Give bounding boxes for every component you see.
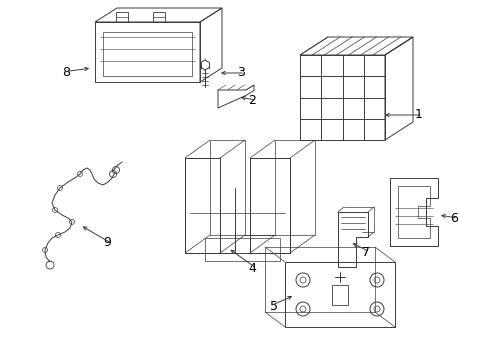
Text: 2: 2 <box>247 94 255 107</box>
Text: 8: 8 <box>62 66 70 78</box>
Text: 4: 4 <box>247 261 255 274</box>
Text: 6: 6 <box>449 211 457 225</box>
Text: 5: 5 <box>269 300 278 312</box>
Text: 3: 3 <box>237 67 244 80</box>
Text: 9: 9 <box>103 237 111 249</box>
Text: 1: 1 <box>414 108 422 122</box>
Bar <box>331 284 347 305</box>
Text: 7: 7 <box>361 246 369 258</box>
